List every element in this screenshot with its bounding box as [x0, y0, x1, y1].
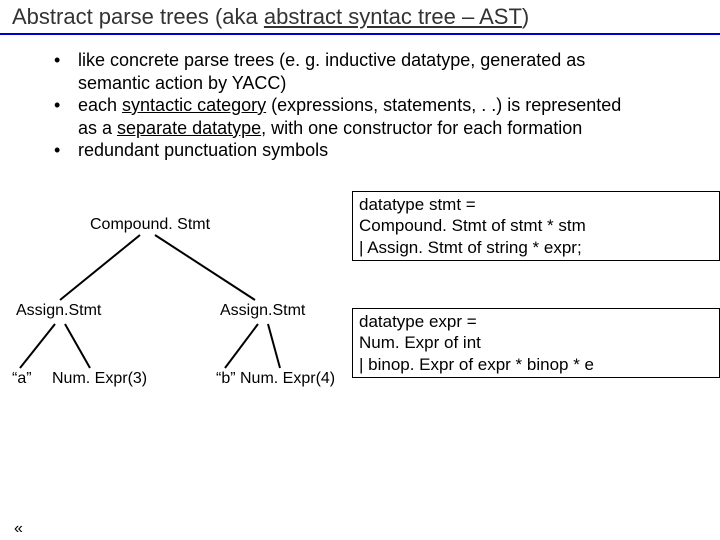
code-line: | Assign. Stmt of string * expr;	[359, 237, 715, 258]
bullet-text: like concrete parse trees (e. g. inducti…	[78, 49, 585, 94]
code-line: Compound. Stmt of stmt * stm	[359, 215, 715, 236]
tree-node-b_leaf: “b”	[216, 370, 236, 388]
code-line: Num. Expr of int	[359, 332, 715, 353]
tree-node-assign_left: Assign.Stmt	[16, 302, 101, 320]
code-line: datatype expr =	[359, 311, 715, 332]
footer-mark: «	[14, 520, 23, 538]
bullet-dot: •	[54, 49, 78, 94]
bullet-text: each syntactic category (expressions, st…	[78, 94, 638, 139]
bullet-item: • redundant punctuation symbols	[54, 139, 720, 162]
code-line: | binop. Expr of expr * binop * e	[359, 354, 715, 375]
stmt-datatype-box: datatype stmt = Compound. Stmt of stmt *…	[352, 191, 720, 261]
code-line: datatype stmt =	[359, 194, 715, 215]
tree-node-assign_right: Assign.Stmt	[220, 302, 305, 320]
title-post: )	[522, 4, 529, 29]
title-underline	[0, 33, 720, 35]
expr-datatype-box: datatype expr = Num. Expr of int| binop.…	[352, 308, 720, 378]
compound-stmt-label: Compound. Stmt	[90, 216, 210, 234]
tree-node-a_leaf: “a”	[12, 370, 32, 388]
bullet-list: • like concrete parse trees (e. g. induc…	[54, 49, 720, 162]
bullet-dot: •	[54, 94, 78, 139]
title-mid: abstract syntac tree – AST	[264, 4, 522, 29]
page-title: Abstract parse trees (aka abstract synta…	[12, 4, 529, 29]
bullet-dot: •	[54, 139, 78, 162]
bullet-item: • each syntactic category (expressions, …	[54, 94, 720, 139]
title-pre: Abstract parse trees (aka	[12, 4, 264, 29]
tree-node-numexpr4: Num. Expr(4)	[240, 370, 335, 388]
title-bar: Abstract parse trees (aka abstract synta…	[0, 0, 720, 32]
tree-node-numexpr3: Num. Expr(3)	[52, 370, 147, 388]
bullet-text: redundant punctuation symbols	[78, 139, 328, 162]
bullet-item: • like concrete parse trees (e. g. induc…	[54, 49, 720, 94]
